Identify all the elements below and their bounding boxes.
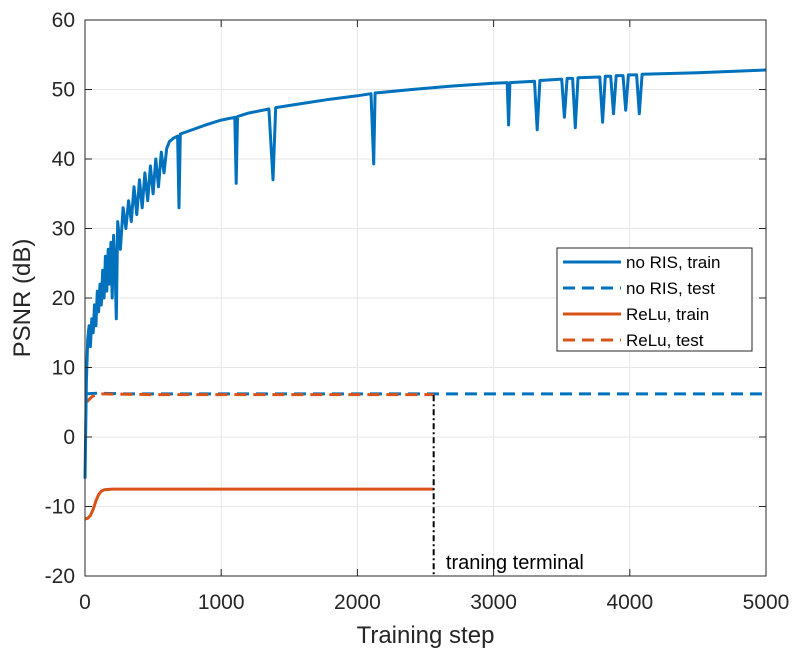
legend-label-relu-train: ReLu, train [626, 305, 709, 324]
y-tick-label: 50 [52, 79, 75, 102]
series-layer [83, 68, 767, 521]
y-tick-label: 60 [52, 9, 75, 32]
y-tick-label: 20 [52, 287, 75, 310]
x-tick-label: 1000 [198, 591, 245, 614]
legend-label-no-ris-train: no RIS, train [626, 253, 721, 272]
ticks [84, 19, 767, 577]
y-tick-label: -10 [45, 496, 75, 519]
y-tick-label: 0 [63, 426, 75, 449]
y-tick-label: -20 [45, 565, 75, 588]
x-axis-label: Training step [357, 622, 495, 649]
y-tick-labels: -20 -10 0 10 20 30 40 50 60 [45, 9, 75, 588]
x-tick-labels: 0 1000 2000 3000 4000 5000 [79, 591, 789, 614]
y-tick-label: 10 [52, 357, 75, 380]
legend: no RIS, train no RIS, test ReLu, train R… [556, 247, 753, 352]
series-line-relu-train [84, 487, 434, 521]
series-line-relu-test [84, 392, 434, 404]
annotation-training-terminal: traning terminal [446, 552, 584, 574]
x-tick-label: 0 [79, 591, 91, 614]
legend-label-no-ris-test: no RIS, test [626, 279, 715, 298]
y-tick-label: 30 [52, 218, 75, 241]
x-tick-label: 3000 [470, 591, 517, 614]
legend-label-relu-test: ReLu, test [626, 331, 704, 350]
x-tick-label: 2000 [334, 591, 381, 614]
series-line-no-ris-train [83, 68, 767, 479]
x-tick-label: 5000 [743, 591, 790, 614]
legend-box [556, 247, 753, 352]
x-tick-label: 4000 [606, 591, 653, 614]
y-axis-label: PSNR (dB) [9, 239, 36, 358]
series-line-no-ris-test [84, 391, 766, 396]
y-tick-label: 40 [52, 148, 75, 171]
